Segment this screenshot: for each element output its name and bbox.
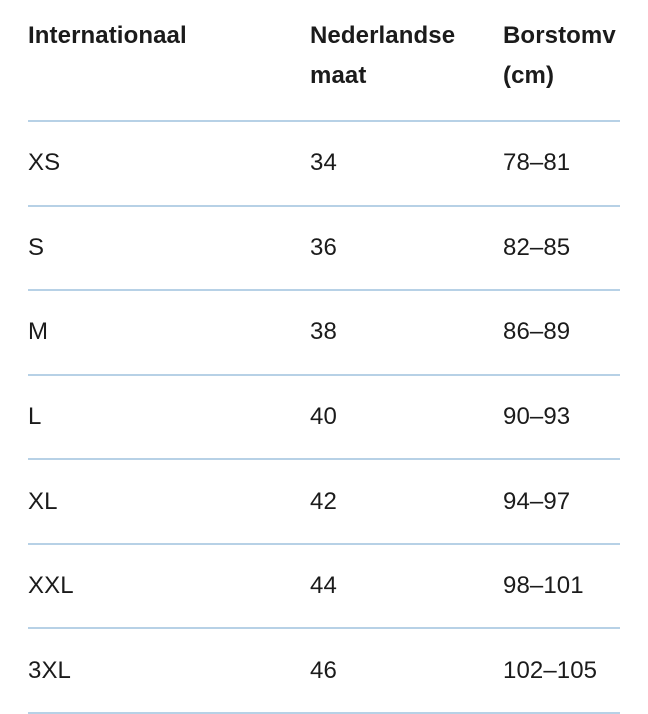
cell-dutch-size: 40 — [310, 402, 337, 430]
cell-international-size: 3XL — [28, 656, 72, 684]
cell-dutch-size: 38 — [310, 318, 337, 346]
cell-chest-cm: 98–101 — [503, 572, 584, 600]
cell-international-size: XL — [28, 487, 58, 515]
table-row-l: L 40 90–93 — [28, 376, 620, 461]
cell-international-size: L — [28, 402, 42, 430]
cell-international-size: M — [28, 318, 49, 346]
header-chest-cm: Borstomv (cm) — [503, 16, 620, 120]
header-chest-cm-line1: Borstomv — [503, 22, 616, 49]
header-international-label: Internationaal — [28, 22, 187, 49]
cell-dutch-size: 42 — [310, 487, 337, 515]
header-dutch-size-line2: maat — [310, 62, 367, 89]
cell-chest-cm: 90–93 — [503, 402, 571, 430]
cell-dutch-size: 34 — [310, 149, 337, 177]
cell-chest-cm: 94–97 — [503, 487, 571, 515]
cell-dutch-size: 44 — [310, 572, 337, 600]
cell-dutch-size: 36 — [310, 233, 337, 261]
cell-chest-cm: 78–81 — [503, 149, 571, 177]
table-row-s: S 36 82–85 — [28, 207, 620, 292]
cell-chest-cm: 82–85 — [503, 233, 571, 261]
cell-international-size: XXL — [28, 572, 74, 600]
cell-chest-cm: 102–105 — [503, 656, 598, 684]
cell-chest-cm: 86–89 — [503, 318, 571, 346]
header-dutch-size: Nederlandse maat — [310, 16, 503, 120]
size-chart-header-row: Internationaal Nederlandse maat Borstomv… — [28, 0, 620, 122]
table-row-xs: XS 34 78–81 — [28, 122, 620, 207]
table-row-xxl: XXL 44 98–101 — [28, 545, 620, 630]
cell-international-size: XS — [28, 149, 61, 177]
header-chest-cm-line2: (cm) — [503, 62, 555, 89]
cell-international-size: S — [28, 233, 45, 261]
cell-dutch-size: 46 — [310, 656, 337, 684]
table-row-3xl: 3XL 46 102–105 — [28, 629, 620, 714]
header-dutch-size-line1: Nederlandse — [310, 22, 456, 49]
size-chart-table: Internationaal Nederlandse maat Borstomv… — [28, 0, 620, 714]
table-row-m: M 38 86–89 — [28, 291, 620, 376]
table-row-xl: XL 42 94–97 — [28, 460, 620, 545]
header-international: Internationaal — [28, 16, 310, 120]
